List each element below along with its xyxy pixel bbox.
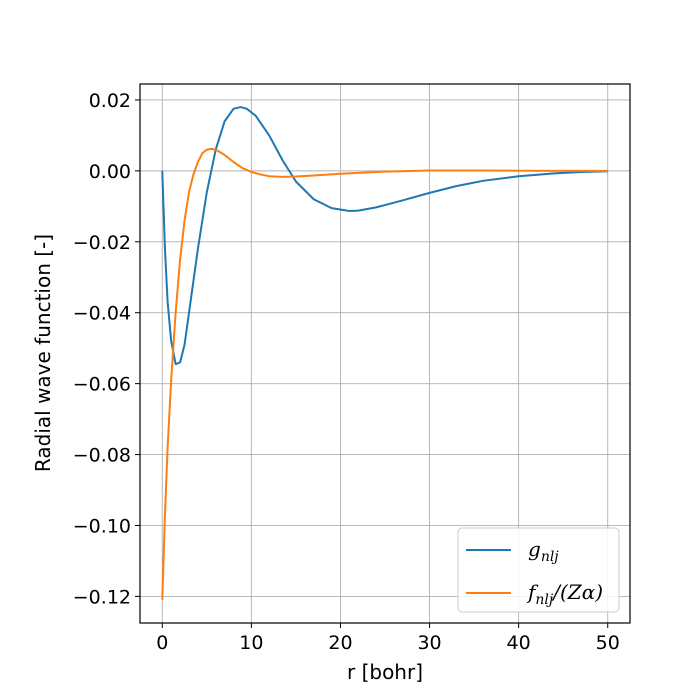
x-axis-label: r [bohr] <box>347 660 423 684</box>
legend-label-2: fnlj/(Zα) <box>526 580 603 608</box>
x-tick-label: 40 <box>507 632 531 654</box>
x-tick-label: 50 <box>596 632 620 654</box>
x-tick-label: 10 <box>239 632 263 654</box>
x-tick-label: 0 <box>156 632 168 654</box>
series-line-1 <box>161 106 608 366</box>
y-tick-label: −0.08 <box>73 445 131 467</box>
y-tick-label: −0.02 <box>73 232 131 254</box>
y-axis-label: Radial wave function [-] <box>31 234 55 472</box>
y-tick-label: −0.04 <box>73 303 131 325</box>
y-tick-label: −0.12 <box>73 586 131 608</box>
legend: gnlj fnlj/(Zα) <box>457 527 620 613</box>
y-tick-label: −0.10 <box>73 515 131 537</box>
y-tick-label: 0.02 <box>89 90 131 112</box>
y-tick-label: 0.00 <box>89 161 131 183</box>
series-line-2 <box>161 147 608 600</box>
x-axis: 0 10 20 30 40 50 <box>156 623 620 654</box>
legend-label-1: gnlj <box>528 537 559 565</box>
x-tick-label: 30 <box>417 632 441 654</box>
series-lines <box>161 106 608 600</box>
x-tick-label: 20 <box>328 632 352 654</box>
y-axis: 0.02 0.00 −0.02 −0.04 −0.06 −0.08 −0.10 −0.12 <box>73 90 140 608</box>
plot-frame <box>139 83 631 624</box>
y-tick-label: −0.06 <box>73 374 131 396</box>
